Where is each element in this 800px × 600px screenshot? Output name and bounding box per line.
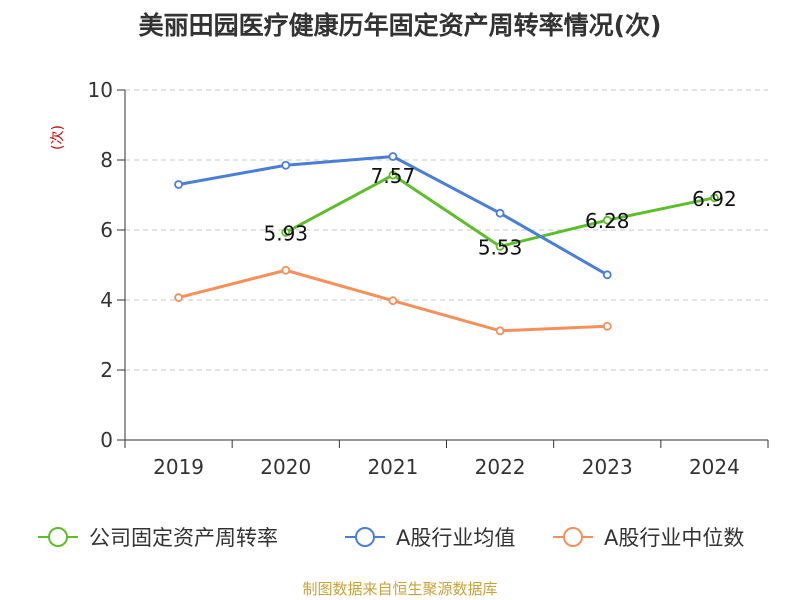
y-tick-label: 4 <box>100 288 113 312</box>
series-lines <box>174 152 719 336</box>
data-point <box>495 208 505 218</box>
data-point <box>710 193 719 203</box>
data-point <box>602 270 612 280</box>
data-point <box>388 296 398 306</box>
x-tick-label: 2021 <box>367 455 418 479</box>
chart-title: 美丽田园医疗健康历年固定资产周转率情况(次) <box>138 11 662 40</box>
y-tick-label: 10 <box>88 78 113 102</box>
legend: 公司固定资产周转率 A股行业均值 A股行业中位数 <box>38 526 744 550</box>
data-point <box>388 152 398 161</box>
x-tick-label: 2022 <box>475 455 526 479</box>
data-point <box>602 215 612 225</box>
data-point <box>388 170 398 180</box>
legend-marker <box>563 527 583 547</box>
y-tick-label: 6 <box>100 218 113 242</box>
data-point <box>174 293 183 302</box>
data-label: 6.92 <box>692 187 737 211</box>
data-point <box>281 228 291 237</box>
legend-label: 公司固定资产周转率 <box>89 526 278 550</box>
legend-label: A股行业均值 <box>396 526 515 550</box>
x-tick-label: 2019 <box>153 455 204 479</box>
legend-label: A股行业中位数 <box>604 526 744 550</box>
data-label: 6.28 <box>585 209 630 233</box>
x-tick-label: 2023 <box>582 455 633 479</box>
y-tick-label: 8 <box>100 148 113 172</box>
data-label: 5.93 <box>263 221 308 245</box>
legend-marker <box>355 527 375 547</box>
data-label: 7.57 <box>371 164 416 188</box>
x-tick-label: 2020 <box>260 455 311 479</box>
y-tick-label: 2 <box>100 358 113 382</box>
data-point <box>174 180 183 189</box>
axes: 0 2 4 6 8 10 2019 2020 2021 2022 2023 2024 (次) <box>50 78 769 479</box>
data-point <box>495 326 505 336</box>
data-point <box>602 321 612 331</box>
grid-lines <box>125 89 768 371</box>
y-tick-label: 0 <box>100 428 113 452</box>
data-labels: 5.93 7.57 5.53 6.28 6.92 <box>263 164 736 259</box>
y-axis-label: (次) <box>50 125 66 150</box>
data-point <box>281 160 291 170</box>
source-note: 制图数据来自恒生聚源数据库 <box>302 580 498 598</box>
data-label: 5.53 <box>478 235 523 259</box>
legend-marker <box>48 527 68 547</box>
data-point <box>281 265 291 275</box>
x-tick-label: 2024 <box>689 455 740 479</box>
data-point <box>495 242 505 251</box>
